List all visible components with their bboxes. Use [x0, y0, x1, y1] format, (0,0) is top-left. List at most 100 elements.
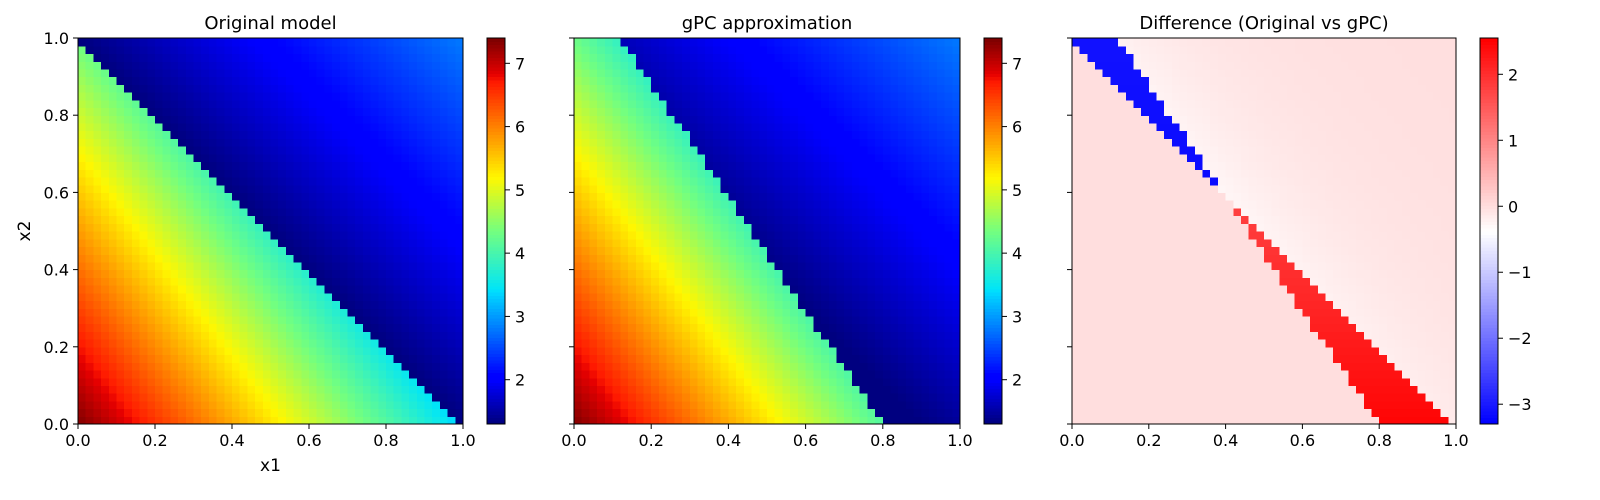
heatmap-cell [131, 339, 141, 348]
heatmap-cell [890, 99, 899, 109]
heatmap-cell [293, 84, 302, 93]
heatmap-cell [597, 215, 606, 224]
heatmap-cell [643, 400, 652, 410]
heatmap-cell [921, 138, 930, 147]
heatmap-cell [867, 92, 876, 101]
heatmap-cell [409, 362, 418, 371]
heatmap-cell [378, 354, 387, 363]
heatmap-cell [239, 246, 248, 255]
heatmap-cell [759, 146, 768, 155]
heatmap-cell [790, 308, 799, 317]
heatmap-cell [767, 285, 776, 294]
heatmap-cell [162, 331, 171, 340]
heatmap-cell [574, 68, 583, 78]
heatmap-cell [416, 192, 426, 201]
heatmap-cell [813, 76, 822, 85]
heatmap-cell [821, 254, 830, 263]
heatmap-cell [178, 207, 187, 217]
heatmap-cell [689, 68, 699, 78]
heatmap-cell [362, 339, 372, 348]
heatmap-cell [921, 53, 930, 62]
heatmap-cell [270, 115, 279, 124]
heatmap-cell [589, 231, 598, 240]
heatmap-cell [589, 61, 598, 70]
heatmap-cell [697, 99, 706, 109]
heatmap-cell [813, 200, 822, 209]
heatmap-cell [720, 207, 729, 217]
heatmap-cell [116, 122, 125, 132]
heatmap-cell [821, 45, 830, 55]
heatmap-cell [324, 200, 333, 209]
heatmap-cell [782, 76, 791, 85]
heatmap-cell [867, 315, 876, 325]
heatmap-cell [270, 215, 279, 224]
heatmap-cell [697, 277, 706, 286]
heatmap-cell [339, 300, 349, 309]
heatmap-cell [278, 92, 287, 101]
heatmap-cell [139, 408, 148, 417]
heatmap-cell [355, 38, 364, 47]
heatmap-cell [370, 176, 379, 186]
heatmap-cell [774, 115, 784, 124]
heatmap-cell [620, 377, 629, 386]
heatmap-cell [347, 346, 356, 356]
heatmap-cell [890, 339, 899, 348]
heatmap-cell [620, 300, 629, 309]
heatmap-cell [867, 269, 876, 278]
heatmap-cell [185, 45, 195, 55]
heatmap-cell [736, 393, 745, 402]
heatmap-cell [844, 45, 853, 55]
heatmap-cell [208, 354, 218, 363]
heatmap-cell [347, 285, 356, 294]
heatmap-cell [447, 146, 456, 155]
heatmap-cell [116, 200, 125, 209]
heatmap-cell [612, 308, 621, 317]
heatmap-cell [301, 385, 310, 394]
heatmap-cell [309, 99, 318, 109]
heatmap-cell [805, 369, 814, 379]
heatmap-cell [270, 377, 279, 386]
heatmap-cell [339, 200, 349, 209]
heatmap-cell [821, 261, 830, 271]
heatmap-cell [378, 339, 387, 348]
heatmap-cell [293, 115, 302, 124]
heatmap-cell [409, 122, 418, 132]
heatmap-cell [116, 354, 125, 363]
heatmap-cell [178, 346, 187, 356]
heatmap-cell [867, 130, 876, 139]
heatmap-cell [581, 223, 591, 232]
heatmap-cell [635, 161, 645, 170]
heatmap-cell [185, 207, 195, 217]
heatmap-cell [805, 169, 814, 178]
heatmap-cell [208, 68, 218, 78]
heatmap-cell [612, 107, 621, 116]
heatmap-cell [597, 68, 606, 78]
heatmap-cell [828, 246, 838, 255]
heatmap-cell [378, 331, 387, 340]
heatmap-cell [905, 385, 915, 394]
heatmap-cell [620, 292, 629, 302]
heatmap-cell [78, 416, 87, 425]
heatmap-cell [813, 238, 822, 248]
colorbar-segment [487, 333, 505, 338]
heatmap-cell [574, 231, 583, 240]
heatmap-cell [432, 92, 441, 101]
heatmap-cell [316, 346, 325, 356]
heatmap-cell [705, 315, 714, 325]
heatmap-cell [155, 138, 164, 147]
heatmap-cell [720, 99, 729, 109]
heatmap-cell [147, 339, 156, 348]
heatmap-cell [224, 130, 233, 139]
heatmap-cell [447, 354, 456, 363]
heatmap-cell [813, 130, 822, 139]
heatmap-cell [658, 130, 668, 139]
heatmap-cell [859, 246, 868, 255]
heatmap-cell [712, 38, 722, 47]
heatmap-cell [643, 231, 652, 240]
colorbar-segment [487, 124, 505, 129]
heatmap-cell [278, 393, 287, 402]
heatmap-cell [643, 176, 652, 186]
heatmap-cell [324, 254, 333, 263]
heatmap-cell [455, 269, 464, 278]
heatmap-cell [270, 238, 279, 248]
